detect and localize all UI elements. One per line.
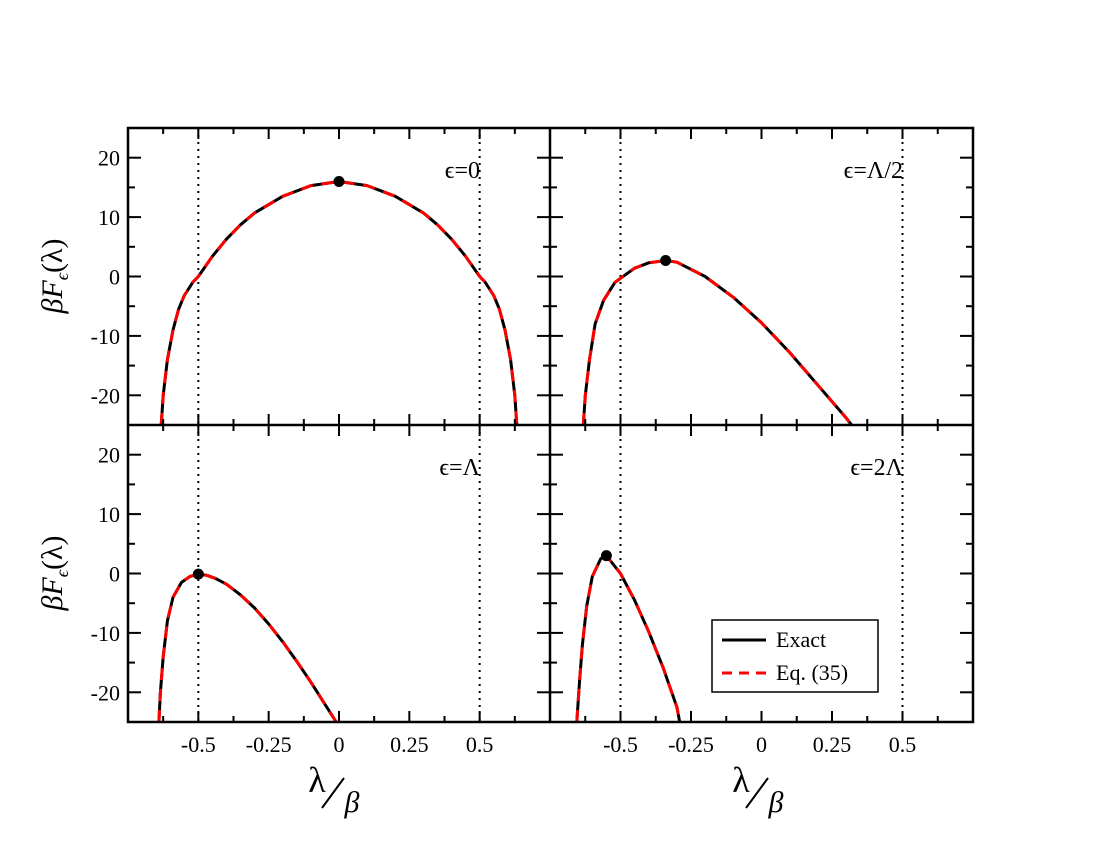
panel-label-top-right: ϵ=Λ/2 [844,158,903,184]
y-tick-label: -10 [91,621,120,646]
legend-label-approx: Eq. (35) [776,660,848,685]
x-tick-label: 0 [756,732,767,757]
maximum-marker-top-right [660,254,672,266]
panel-bottom-left [157,425,481,722]
panel-label-bottom-left: ϵ=Λ [439,455,480,481]
maximum-marker-bottom-left [192,568,204,580]
x-label-slash-2 [745,777,769,809]
maximum-marker-bottom-right [600,550,612,562]
x-tick-label: -0.25 [246,732,292,757]
y-tick-label: -20 [91,383,120,408]
x-tick-label: 0.5 [889,732,917,757]
y-tick-label: 20 [98,146,120,171]
panel-top-right [581,128,904,425]
legend-label-exact: Exact [776,627,826,652]
x-axis-label-left: λ β [308,760,359,819]
panels-group [157,128,904,722]
y-label-beta: β [36,299,69,315]
y-label-sub: ϵ [52,272,72,280]
approx-curve-top-right [581,259,853,425]
x-label-denominator-2: β [768,786,784,819]
y-label-beta-2: β [36,596,69,612]
approx-curve-bottom-left [157,572,338,722]
ticks-group [128,127,973,723]
x-label-numerator-2: λ [732,760,750,800]
x-tick-label: 0 [334,732,345,757]
y-label-arg: (λ) [36,238,69,273]
tick-labels-group: ϵ=0 -20 -10 0 10 20 ϵ=Λ/2 ϵ=Λ -20 -10 0 10 20 -0.5 -0.… [91,146,917,757]
exact-curve-top-left [159,180,519,425]
x-tick-label: -0.5 [603,732,638,757]
x-label-slash [321,777,345,809]
y-label-f-2: F [36,577,69,597]
legend-box [711,619,879,693]
y-axis-label-bottom: βFϵ(λ) [36,535,72,611]
x-tick-label: -0.25 [668,732,714,757]
legend: Exact Eq. (35) [711,619,879,693]
exact-curve-bottom-left [157,572,338,722]
panel-label-top-left: ϵ=0 [445,158,480,184]
y-tick-label: 10 [98,205,120,230]
panel-bottom-right [575,425,904,722]
y-label-arg-2: (λ) [36,535,69,570]
maximum-marker-top-left [333,175,345,187]
y-label-f: F [36,280,69,300]
x-tick-label: 0.5 [466,732,494,757]
y-tick-label: 10 [98,502,120,527]
x-axis-label-right: λ β [732,760,783,819]
x-tick-label: -0.5 [181,732,216,757]
y-tick-label: -10 [91,324,120,349]
y-tick-label: -20 [91,680,120,705]
x-label-denominator: β [344,786,360,819]
y-axis-label-top: βFϵ(λ) [36,238,72,314]
x-tick-label: 0.25 [390,732,429,757]
y-tick-label: 0 [109,562,120,587]
y-tick-label: 20 [98,443,120,468]
exact-curve-bottom-right [575,554,682,722]
panel-label-bottom-right: ϵ=2Λ [850,455,903,481]
x-label-numerator: λ [308,760,326,800]
x-tick-label: 0.25 [813,732,852,757]
approx-curve-top-left [159,180,519,425]
y-label-sub-2: ϵ [52,569,72,577]
y-tick-label: 0 [109,265,120,290]
panel-top-left [159,128,519,425]
